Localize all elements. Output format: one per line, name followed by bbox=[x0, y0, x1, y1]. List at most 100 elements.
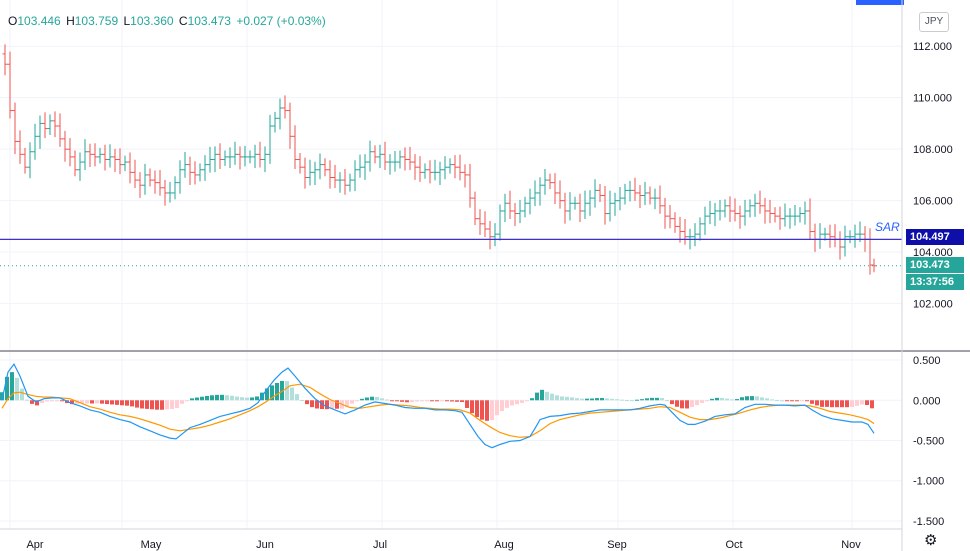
price-tick-label: 108.000 bbox=[913, 144, 953, 156]
price-bar bbox=[422, 163, 428, 179]
price-bar bbox=[792, 205, 798, 226]
macd-histogram-bar bbox=[380, 398, 384, 401]
price-bar bbox=[547, 173, 553, 190]
macd-histogram-bar bbox=[775, 400, 779, 402]
price-bar bbox=[322, 158, 328, 177]
macd-histogram-bar bbox=[365, 397, 369, 401]
macd-histogram-bar bbox=[115, 400, 119, 405]
macd-histogram-bar bbox=[100, 400, 104, 404]
macd-histogram-bar bbox=[795, 400, 799, 402]
price-bar bbox=[272, 111, 278, 133]
macd-histogram-bar bbox=[25, 399, 29, 401]
price-bar bbox=[142, 163, 148, 195]
low-label: L bbox=[123, 14, 131, 28]
macd-histogram-bar bbox=[275, 382, 279, 401]
price-bar bbox=[712, 202, 718, 227]
time-tick-label: Jul bbox=[373, 539, 387, 551]
price-bar bbox=[842, 225, 848, 257]
macd-histogram-bar bbox=[200, 396, 204, 401]
macd-histogram-bar bbox=[370, 396, 374, 401]
price-bar bbox=[47, 114, 53, 136]
price-bar bbox=[157, 170, 163, 196]
price-bar bbox=[427, 160, 433, 184]
macd-histogram-bar bbox=[765, 398, 769, 401]
price-bar bbox=[77, 152, 83, 181]
macd-histogram-bar bbox=[805, 400, 809, 402]
macd-histogram-bar bbox=[350, 400, 354, 404]
grid-lines bbox=[0, 0, 902, 529]
gear-icon[interactable]: ⚙ bbox=[924, 532, 938, 549]
price-bar bbox=[12, 102, 18, 155]
macd-histogram-bar bbox=[280, 380, 284, 401]
macd-histogram-bar bbox=[790, 400, 794, 402]
price-bar bbox=[332, 164, 338, 189]
price-bar bbox=[812, 223, 818, 252]
price-bar bbox=[87, 143, 93, 167]
macd-histogram-bar bbox=[490, 400, 494, 421]
macd-histogram-bar bbox=[295, 394, 299, 401]
low-value: 103.360 bbox=[130, 14, 174, 28]
price-bar bbox=[597, 183, 603, 202]
macd-histogram-bar bbox=[850, 400, 854, 408]
macd-histogram-bar bbox=[840, 400, 844, 408]
price-bar bbox=[742, 199, 748, 226]
macd-histogram-bar bbox=[355, 400, 359, 402]
price-bar bbox=[347, 173, 353, 192]
macd-histogram-bar bbox=[405, 400, 409, 403]
macd-histogram-bar bbox=[35, 400, 39, 406]
last-price-tag: 103.473 bbox=[906, 257, 964, 273]
macd-histogram-bar bbox=[410, 400, 414, 403]
macd-histogram-bar bbox=[50, 400, 54, 402]
price-bar bbox=[832, 224, 838, 248]
price-bar bbox=[197, 163, 203, 182]
price-bar bbox=[392, 150, 398, 172]
price-bar bbox=[277, 98, 283, 130]
macd-histogram-bar bbox=[390, 400, 394, 402]
sar-label: SAR bbox=[875, 220, 900, 234]
price-bar bbox=[152, 170, 158, 194]
price-bar bbox=[672, 212, 678, 233]
macd-histogram-bar bbox=[90, 400, 94, 404]
macd-histogram-bar bbox=[285, 381, 289, 401]
macd-histogram-bar bbox=[685, 400, 689, 409]
price-bar bbox=[622, 183, 628, 205]
macd-histogram-bar bbox=[175, 400, 179, 408]
macd-histogram-bar bbox=[860, 400, 864, 405]
price-bar bbox=[2, 44, 8, 76]
macd-histogram-bar bbox=[665, 400, 669, 402]
signal-line bbox=[1, 383, 875, 438]
macd-histogram-bar bbox=[145, 400, 149, 409]
price-bar bbox=[817, 223, 823, 249]
price-bar bbox=[67, 138, 73, 167]
time-tick-label: Aug bbox=[494, 539, 514, 551]
macd-histogram-bar bbox=[540, 389, 544, 401]
price-bar bbox=[137, 172, 143, 198]
price-bar bbox=[857, 221, 863, 243]
macd-histogram-bar bbox=[520, 400, 524, 403]
price-bar bbox=[602, 185, 608, 225]
macd-histogram-bar bbox=[165, 400, 169, 410]
time-tick-label: Nov bbox=[841, 539, 861, 551]
price-bar bbox=[177, 160, 183, 194]
macd-histogram-bar bbox=[465, 400, 469, 408]
macd-histogram-bar bbox=[535, 392, 539, 401]
price-bar bbox=[202, 155, 208, 181]
price-bar bbox=[417, 156, 423, 182]
price-bar bbox=[747, 199, 753, 218]
macd-histogram-bar bbox=[870, 400, 874, 409]
macd-histogram-bar bbox=[30, 400, 34, 404]
macd-histogram-bar bbox=[555, 395, 559, 401]
macd-histogram-bar bbox=[195, 397, 199, 401]
macd-histogram-bar bbox=[315, 400, 319, 409]
macd-histogram-bar bbox=[305, 400, 309, 405]
macd-histogram-bar bbox=[510, 400, 514, 406]
price-tick-label: 104.000 bbox=[913, 247, 953, 259]
macd-histogram-bar bbox=[150, 400, 154, 410]
macd-histogram-bar bbox=[655, 397, 659, 401]
macd-histogram-bar bbox=[695, 400, 699, 406]
currency-button[interactable]: JPY bbox=[919, 12, 949, 32]
price-bar bbox=[212, 146, 218, 173]
price-bar bbox=[502, 193, 508, 223]
